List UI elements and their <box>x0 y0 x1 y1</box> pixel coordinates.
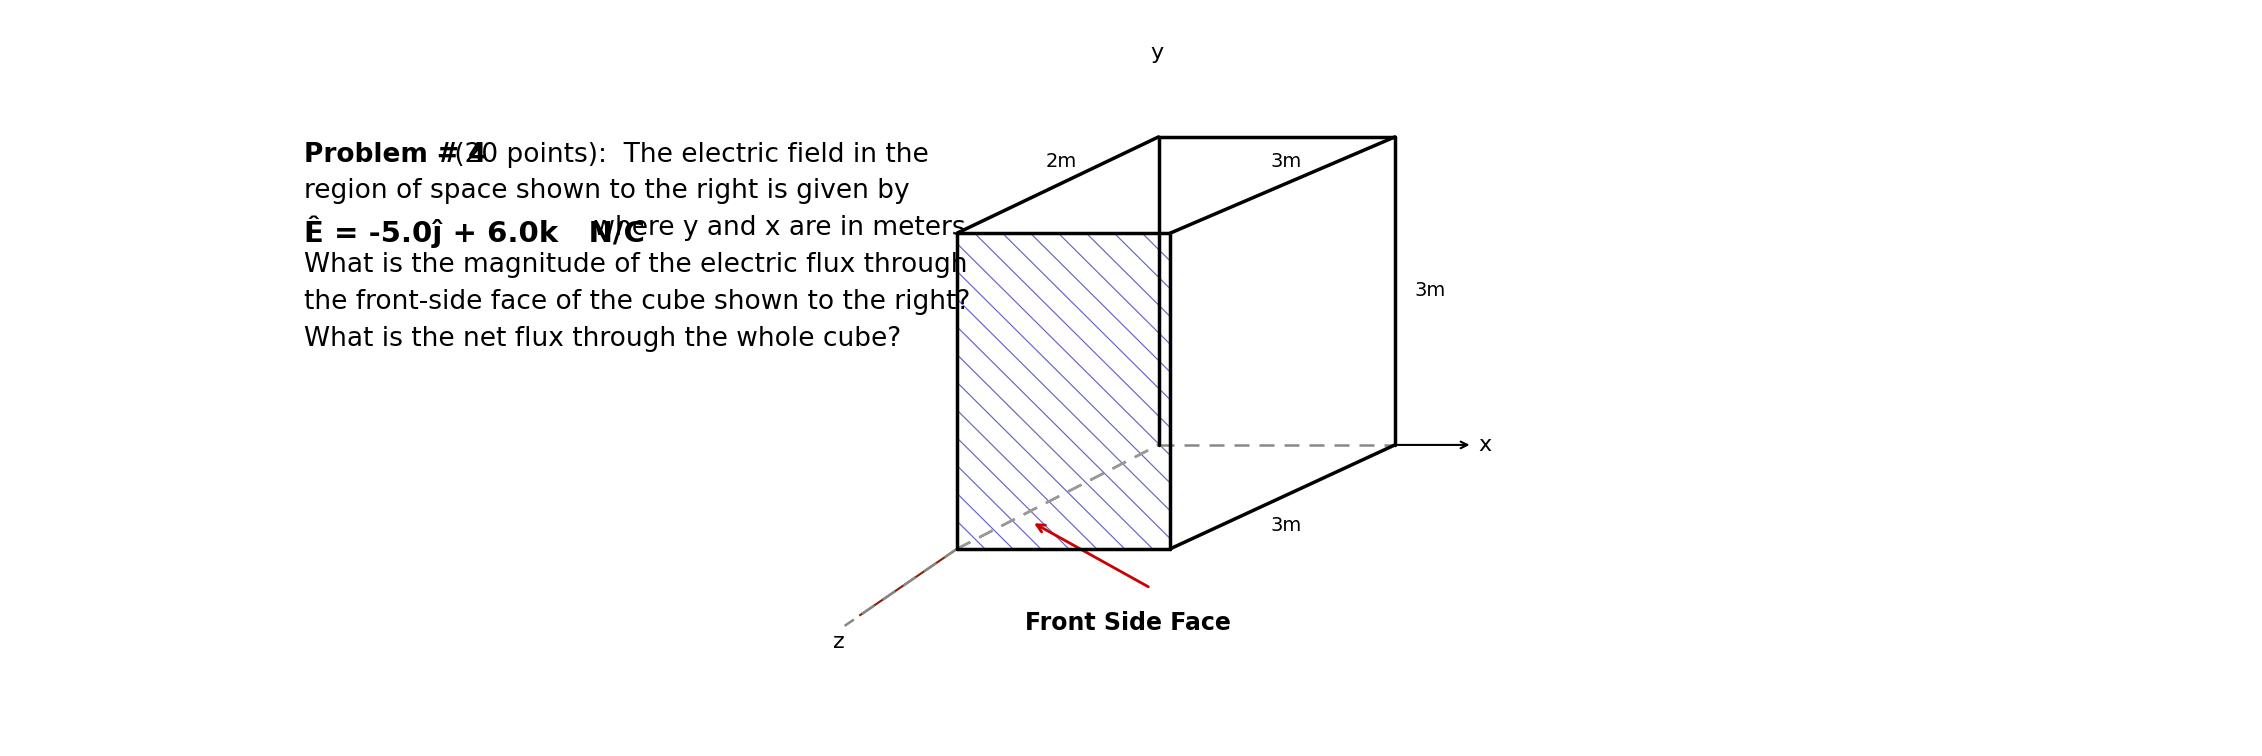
Text: Problem # 4: Problem # 4 <box>305 141 486 168</box>
Text: (20 points):  The electric field in the: (20 points): The electric field in the <box>446 141 927 168</box>
Text: 3m: 3m <box>1271 152 1303 171</box>
Text: region of space shown to the right is given by: region of space shown to the right is gi… <box>305 178 909 205</box>
Text: y: y <box>1151 43 1163 63</box>
Text: 2m: 2m <box>1045 152 1077 171</box>
Text: What is the net flux through the whole cube?: What is the net flux through the whole c… <box>305 327 903 352</box>
Text: the front-side face of the cube shown to the right?: the front-side face of the cube shown to… <box>305 290 970 315</box>
Text: Front Side Face: Front Side Face <box>1025 611 1231 635</box>
Text: 3m: 3m <box>1414 281 1445 300</box>
Text: What is the magnitude of the electric flux through: What is the magnitude of the electric fl… <box>305 253 968 278</box>
Text: 3m: 3m <box>1271 516 1303 535</box>
Text: x: x <box>1479 435 1491 455</box>
Text: where y and x are in meters.: where y and x are in meters. <box>586 215 975 241</box>
Text: z: z <box>832 632 844 652</box>
Text: Ê = -5.0ĵ + 6.0k   N/C: Ê = -5.0ĵ + 6.0k N/C <box>305 215 645 248</box>
